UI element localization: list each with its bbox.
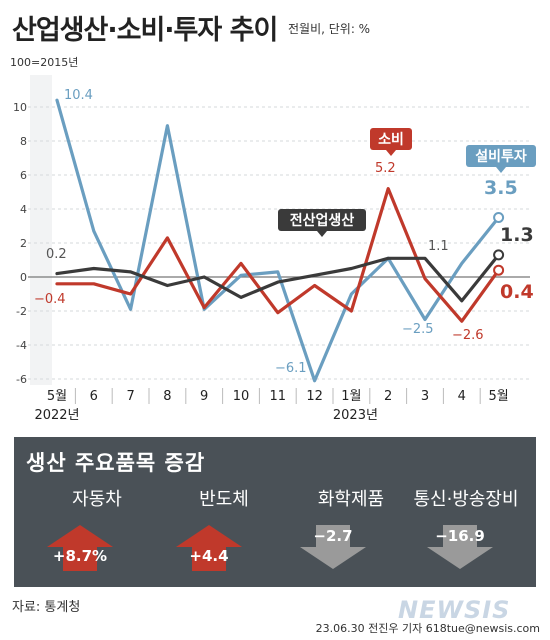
item-label: 반도체	[199, 489, 249, 510]
series-line-1	[55, 187, 501, 323]
item-value: +8.7%	[52, 547, 108, 565]
y-tick-label: 10	[13, 101, 27, 114]
data-label: −0.4	[34, 292, 66, 307]
consumption-label: 소비	[378, 132, 404, 148]
industry-label: 전산업생산	[290, 212, 355, 229]
base-year-note: 100=2015년	[10, 56, 79, 69]
data-label: 5.2	[375, 161, 396, 176]
x-tick-label: 12	[306, 389, 323, 404]
item-value: +4.4	[189, 547, 229, 565]
item-label: 자동차	[72, 489, 122, 510]
newsis-logo: NEWSIS	[398, 596, 511, 624]
line-chart: 10 8 6 4 2 0 -2 -4 -6 5월 6 7 8 9 10 11 12 1월 2 3 4 5월 2022년 202…	[13, 75, 536, 423]
industry-tag-pointer	[317, 231, 327, 237]
x-tick-label: 5월	[488, 389, 508, 404]
series-line-2	[55, 98, 501, 383]
series-line-0	[55, 253, 501, 303]
data-label: −6.1	[275, 361, 307, 376]
item-chemical: 화학제품	[286, 485, 416, 511]
y-tick-label: 8	[20, 135, 27, 148]
year-label: 2023년	[333, 408, 378, 423]
investment-label: 설비투자	[475, 149, 527, 165]
up-arrow-icon: +4.4	[176, 525, 242, 571]
y-tick-label: -2	[16, 305, 27, 318]
y-tick-label: 2	[20, 237, 27, 250]
data-label: 1.1	[428, 239, 449, 254]
data-label: 0.2	[46, 247, 67, 262]
up-arrow-icon: +8.7%	[47, 525, 113, 571]
series-endpoint	[493, 249, 505, 261]
item-label: 화학제품	[317, 489, 385, 510]
x-tick-label: 7	[126, 389, 134, 404]
consumption-tag	[370, 128, 412, 150]
x-tick-label: 6	[90, 389, 98, 404]
y-tick-label: -4	[16, 339, 27, 352]
chart-title: 산업생산·소비·투자 추이	[12, 15, 278, 46]
industry-tag	[278, 209, 366, 231]
item-label: 통신·방송장비	[413, 489, 519, 510]
item-telecom: 통신·방송장비	[396, 485, 536, 511]
x-tick-label: 5월	[47, 389, 67, 404]
item-semiconductor: 반도체	[159, 485, 289, 511]
data-label: 1.3	[500, 224, 534, 246]
investment-tag-pointer	[496, 167, 506, 173]
data-label: 10.4	[64, 88, 93, 103]
series-endpoint	[493, 212, 505, 223]
consumption-tag-pointer	[386, 150, 396, 156]
y-tick-label: 4	[20, 203, 27, 216]
x-tick-label: 2	[384, 389, 392, 404]
data-label: −2.6	[452, 328, 484, 343]
series-endpoint	[493, 264, 505, 276]
data-label: 3.5	[484, 177, 518, 199]
x-tick-label: 1월	[341, 389, 361, 404]
down-arrow-icon: −2.7	[300, 525, 366, 569]
y-tick-label: 0	[20, 271, 27, 284]
item-car: 자동차	[32, 485, 162, 511]
data-label: 0.4	[500, 281, 534, 303]
product-panel: 생산 주요품목 증감 자동차 +8.7% 반도체 +4.4 화학제품 −2.7 …	[14, 437, 536, 587]
item-value: −16.9	[435, 527, 485, 545]
x-tick-label: 9	[200, 389, 208, 404]
item-value: −2.7	[313, 527, 353, 545]
data-label: −2.5	[402, 322, 434, 337]
credit-line: 23.06.30 전진우 기자 618tue@newsis.com	[315, 622, 540, 635]
x-tick-label: 10	[233, 389, 250, 404]
x-tick-label: 8	[163, 389, 171, 404]
y-tick-label: -6	[16, 373, 27, 386]
investment-tag	[466, 145, 536, 167]
year-label: 2022년	[34, 408, 79, 423]
x-tick-label: 4	[458, 389, 466, 404]
down-arrow-icon: −16.9	[427, 525, 493, 569]
panel-title: 생산 주요품목 증감	[26, 451, 206, 475]
chart-subtitle: 전월비, 단위: %	[288, 22, 371, 36]
y-tick-label: 6	[20, 169, 27, 182]
x-tick-label: 11	[270, 389, 287, 404]
x-tick-label: 3	[421, 389, 429, 404]
source-note: 자료: 통계청	[12, 600, 81, 615]
